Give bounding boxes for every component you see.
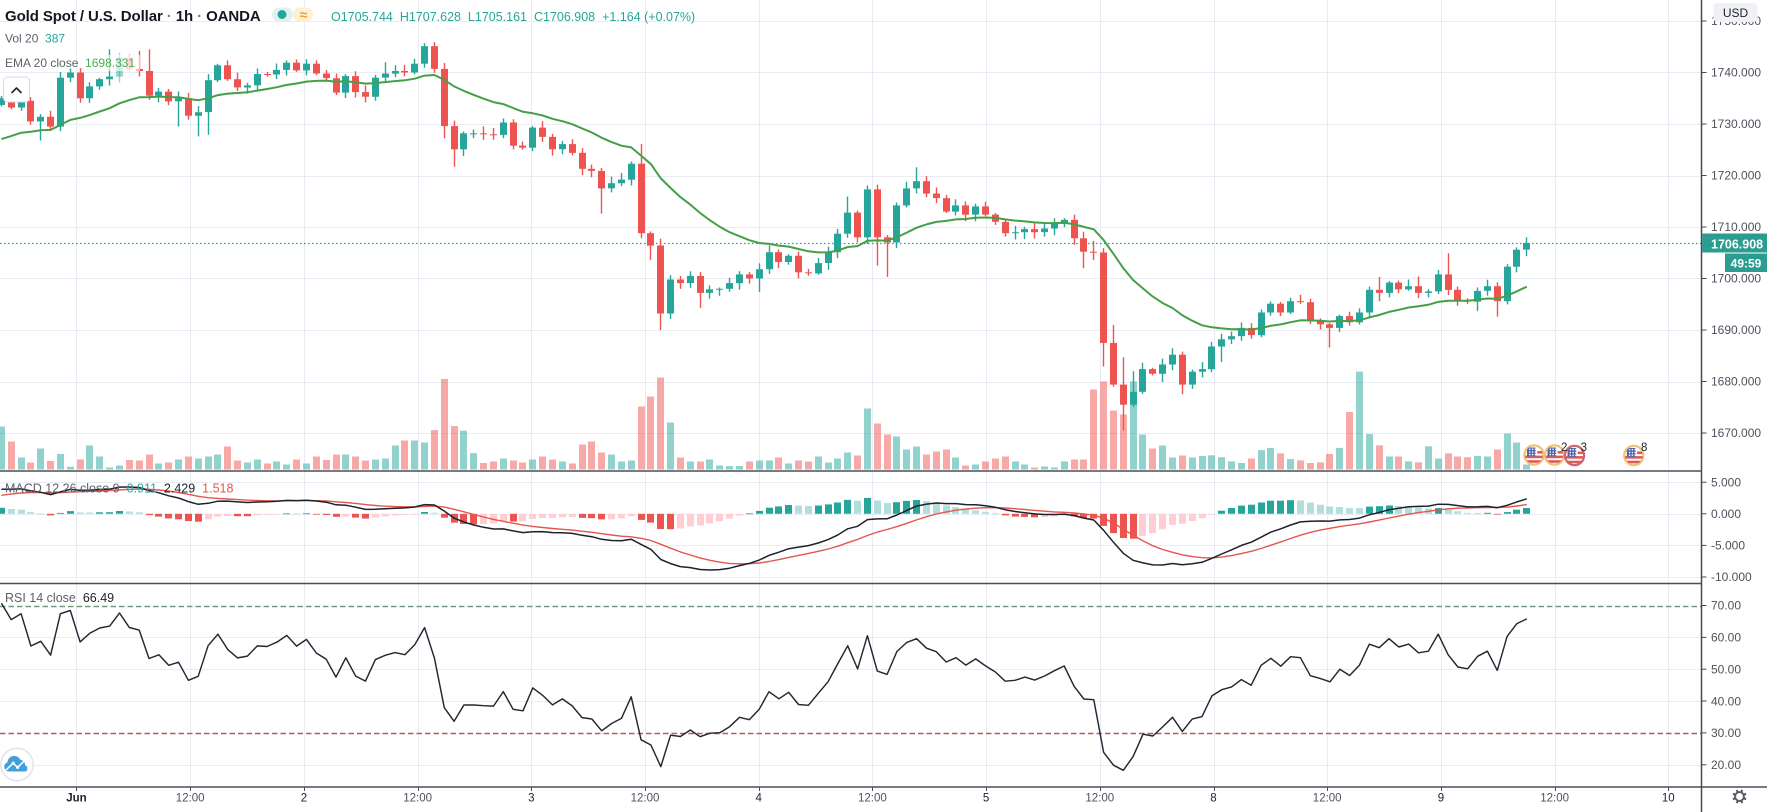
svg-text:12:00: 12:00 [1540,793,1569,805]
svg-text:12:00: 12:00 [1313,793,1342,805]
svg-text:5.000: 5.000 [1711,475,1741,489]
svg-text:EMA 20 close 1698.331: EMA 20 close 1698.331 [5,56,135,70]
svg-text:-5.000: -5.000 [1711,539,1745,553]
svg-text:5: 5 [983,793,989,805]
svg-text:60.00: 60.00 [1711,631,1741,645]
svg-text:1690.000: 1690.000 [1711,323,1761,337]
svg-text:12:00: 12:00 [858,793,887,805]
svg-text:10: 10 [1662,793,1675,805]
svg-text:40.00: 40.00 [1711,694,1741,708]
svg-text:O1705.744 H1707.628 L1705.16: O1705.744 H1707.628 L1705.161 C1706.908 … [331,10,695,24]
svg-text:4: 4 [755,793,762,805]
svg-text:9: 9 [1438,793,1444,805]
svg-text:30.00: 30.00 [1711,726,1741,740]
svg-text:1670.000: 1670.000 [1711,426,1761,440]
svg-text:12:00: 12:00 [1085,793,1114,805]
svg-text:50.00: 50.00 [1711,662,1741,676]
svg-text:Gold Spot / U.S. Dollar · 1h ·: Gold Spot / U.S. Dollar · 1h · OANDA [5,8,261,25]
svg-text:2: 2 [301,793,307,805]
svg-text:1680.000: 1680.000 [1711,375,1761,389]
svg-text:8: 8 [1641,442,1647,454]
svg-text:1700.000: 1700.000 [1711,272,1761,286]
svg-text:1710.000: 1710.000 [1711,220,1761,234]
svg-text:2: 2 [1561,442,1567,454]
svg-text:0.000: 0.000 [1711,507,1741,521]
svg-text:Vol 20 387: Vol 20 387 [5,32,65,46]
svg-text:12:00: 12:00 [403,793,432,805]
svg-text:8: 8 [1210,793,1216,805]
svg-text:12:00: 12:00 [631,793,660,805]
svg-text:3: 3 [528,793,534,805]
svg-text:≈: ≈ [300,7,308,23]
svg-text:1706.908: 1706.908 [1711,237,1763,251]
svg-text:20.00: 20.00 [1711,758,1741,772]
svg-text:RSI 14 close 66.49: RSI 14 close 66.49 [5,591,114,605]
svg-text:3: 3 [1581,442,1587,454]
svg-text:MACD 12 26 close 9 0.911 2.4: MACD 12 26 close 9 0.911 2.429 1.518 [5,482,233,496]
svg-text:1720.000: 1720.000 [1711,169,1761,183]
svg-text:1740.000: 1740.000 [1711,66,1761,80]
svg-text:USD: USD [1723,6,1749,20]
svg-text:1730.000: 1730.000 [1711,117,1761,131]
svg-text:49:59: 49:59 [1731,256,1762,270]
svg-text:12:00: 12:00 [176,793,205,805]
svg-text:-10.000: -10.000 [1711,570,1752,584]
svg-text:70.00: 70.00 [1711,599,1741,613]
svg-text:Jun: Jun [66,793,86,805]
